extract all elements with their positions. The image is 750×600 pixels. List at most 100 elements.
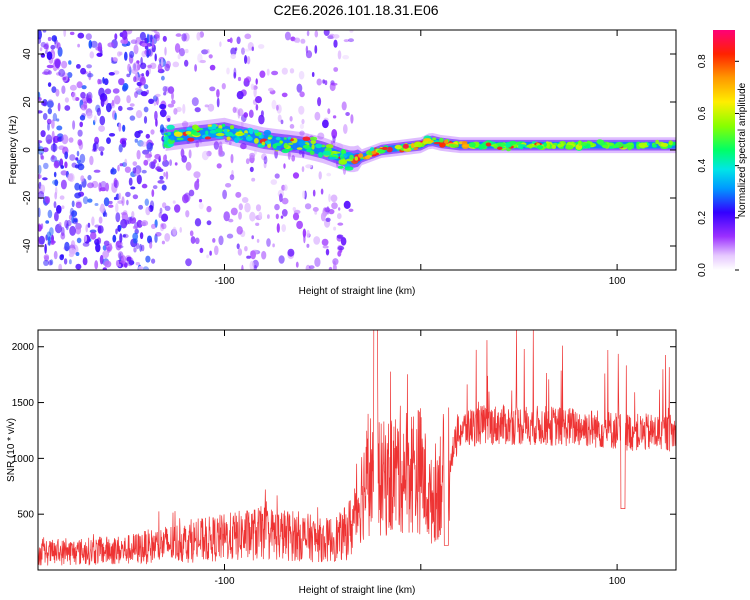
noise-speck [181, 121, 189, 128]
noise-speck [218, 145, 223, 156]
noise-speck [63, 258, 68, 265]
noise-speck [136, 77, 142, 81]
noise-speck [113, 70, 120, 75]
ridge-blob [267, 137, 272, 140]
noise-speck [152, 95, 158, 102]
noise-speck [47, 119, 52, 123]
noise-speck [138, 204, 144, 210]
noise-speck [47, 70, 52, 75]
noise-speck [121, 196, 125, 207]
noise-speck [128, 260, 135, 266]
noise-speck [121, 30, 128, 40]
noise-speck [46, 64, 54, 69]
noise-speck [306, 243, 310, 248]
noise-speck [235, 191, 242, 198]
y-tick-label: 1000 [12, 454, 35, 465]
ridge-blob [288, 142, 294, 145]
noise-speck [163, 172, 166, 177]
noise-speck [314, 257, 321, 268]
noise-speck [85, 33, 92, 40]
snr-frame [37, 329, 677, 571]
noise-speck [189, 230, 194, 237]
ridge-blob [432, 137, 437, 140]
ridge-blob [565, 144, 574, 150]
noise-speck [216, 163, 222, 169]
ridge-blob [186, 127, 193, 131]
noise-speck [321, 238, 329, 246]
noise-speck [139, 62, 147, 70]
noise-speck [266, 68, 270, 76]
noise-speck [289, 68, 295, 74]
noise-speck [77, 139, 83, 146]
noise-speck [219, 41, 222, 47]
noise-speck [129, 103, 135, 107]
noise-speck [209, 250, 212, 256]
noise-speck [221, 83, 226, 90]
noise-speck [191, 97, 199, 107]
ridge-blob [322, 150, 332, 156]
noise-speck [115, 260, 120, 267]
noise-speck [143, 159, 149, 166]
noise-speck [126, 199, 129, 206]
noise-speck [49, 259, 54, 266]
noise-speck [185, 258, 192, 267]
noise-speck [120, 212, 127, 216]
noise-speck [164, 205, 171, 211]
noise-speck [275, 213, 279, 220]
noise-speck [322, 119, 329, 129]
noise-speck [299, 123, 304, 130]
noise-speck [100, 151, 104, 156]
ridge-blob [638, 142, 646, 148]
noise-speck [59, 195, 65, 200]
ridge-blob [163, 140, 169, 145]
noise-speck [114, 33, 118, 40]
noise-speck [135, 87, 142, 92]
noise-speck [161, 184, 167, 191]
noise-speck [105, 182, 109, 192]
ridge-blob [607, 142, 615, 146]
noise-speck [276, 223, 280, 233]
noise-speck [324, 80, 328, 86]
noise-speck [246, 56, 251, 65]
noise-speck [76, 159, 81, 164]
ridge-blob [187, 137, 195, 142]
noise-speck [129, 115, 136, 121]
noise-speck [141, 73, 145, 77]
noise-speck [53, 160, 60, 169]
noise-speck [69, 154, 76, 161]
noise-speck [42, 30, 47, 33]
noise-speck [112, 234, 117, 243]
noise-speck [46, 231, 52, 241]
noise-speck [108, 204, 114, 208]
y-tick-label: 0 [22, 147, 33, 153]
ridge-blob [439, 142, 446, 148]
noise-speck [76, 81, 83, 89]
noise-speck [135, 110, 143, 119]
noise-speck [121, 255, 126, 265]
noise-speck [301, 166, 305, 173]
noise-speck [283, 184, 288, 191]
noise-speck [184, 48, 189, 54]
noise-speck [283, 163, 286, 169]
noise-speck [45, 134, 53, 145]
noise-speck [64, 97, 69, 103]
ridge-blob [423, 138, 432, 142]
noise-speck [258, 44, 265, 49]
noise-speck [132, 225, 138, 230]
noise-speck [96, 52, 103, 57]
ridge-blob [264, 140, 271, 145]
noise-speck [322, 79, 326, 84]
ridge-blob [338, 159, 348, 165]
noise-speck [349, 30, 354, 33]
noise-speck [117, 51, 122, 57]
noise-speck [345, 112, 350, 116]
noise-speck [184, 59, 189, 67]
ridge-blob [551, 145, 557, 149]
noise-speck [61, 205, 65, 210]
noise-speck [64, 241, 70, 252]
noise-speck [98, 146, 105, 152]
noise-speck [149, 200, 155, 210]
noise-speck [113, 179, 119, 189]
noise-speck [122, 124, 126, 132]
